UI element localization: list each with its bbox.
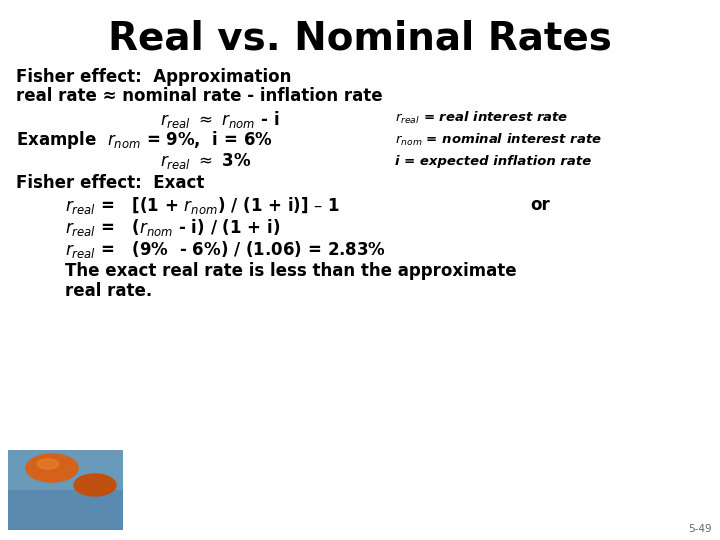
- Text: The exact real rate is less than the approximate: The exact real rate is less than the app…: [65, 262, 517, 280]
- Ellipse shape: [26, 454, 78, 482]
- Text: $r_{real}$ $\approx$ $r_{nom}$ - i: $r_{real}$ $\approx$ $r_{nom}$ - i: [160, 109, 279, 130]
- Text: Example  $r_{nom}$ = 9%,  i = 6%: Example $r_{nom}$ = 9%, i = 6%: [16, 129, 273, 151]
- Text: $r_{real}$ $\approx$ 3%: $r_{real}$ $\approx$ 3%: [160, 151, 251, 171]
- Text: $r_{real}$ =   [(1 + $r_{nom}$) / (1 + i)] – 1: $r_{real}$ = [(1 + $r_{nom}$) / (1 + i)]…: [65, 194, 341, 215]
- Text: $r_{real}$ =   (9%  - 6%) / (1.06) = 2.83%: $r_{real}$ = (9% - 6%) / (1.06) = 2.83%: [65, 239, 386, 260]
- Text: i = expected inflation rate: i = expected inflation rate: [395, 154, 591, 167]
- Text: 5-49: 5-49: [688, 524, 712, 534]
- Text: Fisher effect:  Exact: Fisher effect: Exact: [16, 174, 204, 192]
- Text: $r_{nom}$ = nominal interest rate: $r_{nom}$ = nominal interest rate: [395, 132, 602, 148]
- Text: real rate.: real rate.: [65, 282, 152, 300]
- FancyBboxPatch shape: [8, 450, 123, 530]
- Text: Fisher effect:  Approximation: Fisher effect: Approximation: [16, 68, 292, 86]
- Text: real rate ≈ nominal rate - inflation rate: real rate ≈ nominal rate - inflation rat…: [16, 87, 382, 105]
- Ellipse shape: [37, 459, 59, 469]
- Text: $r_{real}$ =   ($r_{nom}$ - i) / (1 + i): $r_{real}$ = ($r_{nom}$ - i) / (1 + i): [65, 217, 280, 238]
- Text: or: or: [530, 196, 550, 214]
- FancyBboxPatch shape: [8, 450, 123, 490]
- Ellipse shape: [74, 474, 116, 496]
- Text: $r_{real}$ = real interest rate: $r_{real}$ = real interest rate: [395, 110, 569, 126]
- Text: Real vs. Nominal Rates: Real vs. Nominal Rates: [108, 19, 612, 57]
